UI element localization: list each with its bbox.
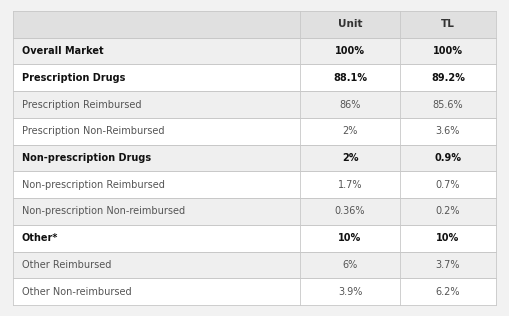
Text: Prescription Reimbursed: Prescription Reimbursed [22, 100, 142, 110]
Text: 2%: 2% [342, 153, 358, 163]
Text: 0.9%: 0.9% [434, 153, 462, 163]
Text: Non-prescription Drugs: Non-prescription Drugs [22, 153, 151, 163]
Text: 1.7%: 1.7% [338, 180, 362, 190]
Text: 88.1%: 88.1% [333, 73, 367, 83]
Text: 3.7%: 3.7% [436, 260, 460, 270]
Text: TL: TL [441, 19, 455, 29]
Text: 2%: 2% [343, 126, 358, 136]
Text: Unit: Unit [338, 19, 362, 29]
Text: 100%: 100% [335, 46, 365, 56]
Text: 85.6%: 85.6% [433, 100, 463, 110]
Bar [13, 225, 496, 252]
Text: 0.36%: 0.36% [335, 206, 365, 216]
Bar [13, 198, 496, 225]
Text: Prescription Drugs: Prescription Drugs [22, 73, 125, 83]
Bar [13, 11, 496, 38]
Text: Non-prescription Non-reimbursed: Non-prescription Non-reimbursed [22, 206, 185, 216]
Text: Non-prescription Reimbursed: Non-prescription Reimbursed [22, 180, 165, 190]
Bar [13, 64, 496, 91]
Text: 0.7%: 0.7% [436, 180, 460, 190]
Text: Overall Market: Overall Market [22, 46, 103, 56]
Text: 0.2%: 0.2% [436, 206, 460, 216]
Text: Other Non-reimbursed: Other Non-reimbursed [22, 287, 131, 297]
Bar [13, 278, 496, 305]
Bar [13, 118, 496, 145]
Bar [13, 91, 496, 118]
Text: 6.2%: 6.2% [436, 287, 460, 297]
Text: Other*: Other* [22, 233, 58, 243]
Text: 89.2%: 89.2% [431, 73, 465, 83]
Bar [13, 38, 496, 64]
Text: 6%: 6% [343, 260, 358, 270]
Text: 3.6%: 3.6% [436, 126, 460, 136]
Text: Other Reimbursed: Other Reimbursed [22, 260, 111, 270]
Text: 10%: 10% [338, 233, 361, 243]
Text: 100%: 100% [433, 46, 463, 56]
Text: 3.9%: 3.9% [338, 287, 362, 297]
Text: Prescription Non-Reimbursed: Prescription Non-Reimbursed [22, 126, 164, 136]
Text: 10%: 10% [436, 233, 460, 243]
Bar [13, 171, 496, 198]
Bar [13, 252, 496, 278]
Bar [13, 145, 496, 171]
Text: 86%: 86% [340, 100, 361, 110]
